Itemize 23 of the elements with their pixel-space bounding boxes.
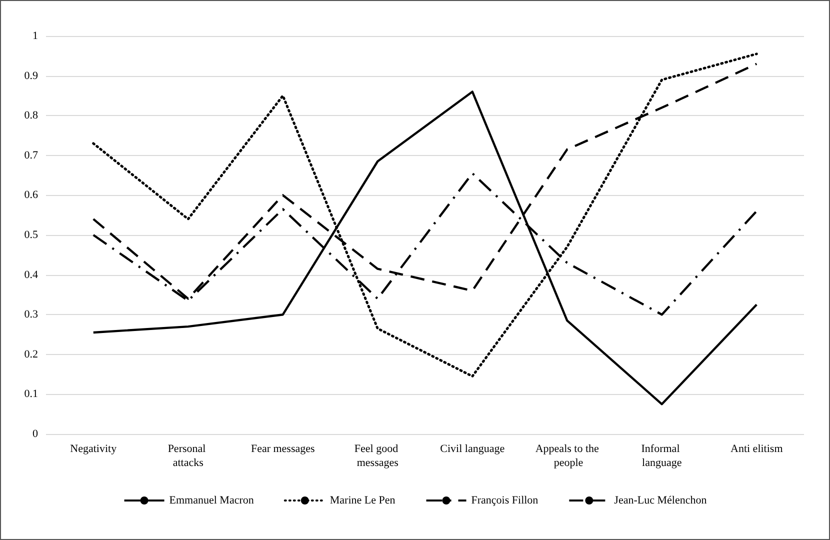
x-tick-label: Personal attacks <box>168 443 208 469</box>
x-tick-label: Fear messages <box>250 443 315 455</box>
x-tick-label: Informal language <box>641 443 682 469</box>
x-tick-label: Negativity <box>70 443 118 455</box>
y-tick-label: 0.9 <box>24 70 38 82</box>
y-tick-label: 1 <box>32 30 38 42</box>
y-tick-label: 0 <box>32 428 38 440</box>
y-tick-label: 0.8 <box>24 110 38 122</box>
x-tick-label: Appeals to the people <box>535 443 600 469</box>
x-tick-label: Feel good messages <box>354 443 401 469</box>
y-tick-label: 0.3 <box>24 308 38 321</box>
legend-label: Jean-Luc Mélenchon <box>614 494 708 506</box>
x-tick-label: Anti elitism <box>730 443 784 455</box>
legend-label: Marine Le Pen <box>330 494 396 506</box>
y-tick-label: 0.5 <box>24 229 38 241</box>
x-tick-label: Civil language <box>440 443 505 455</box>
y-tick-label: 0.4 <box>24 268 38 281</box>
legend-label: François Fillon <box>471 494 539 506</box>
y-tick-label: 0.6 <box>24 189 38 202</box>
legend-label: Emmanuel Macron <box>169 494 254 506</box>
y-tick-label: 0.7 <box>24 149 38 162</box>
y-tick-label: 0.2 <box>24 348 38 360</box>
y-tick-label: 0.1 <box>24 388 38 400</box>
